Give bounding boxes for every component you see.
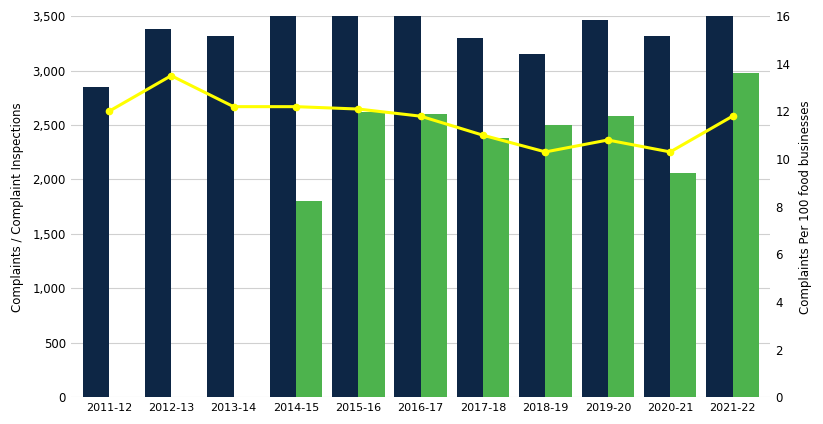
Y-axis label: Complaints / Complaint Inspections: Complaints / Complaint Inspections <box>12 102 24 312</box>
Bar <box>82 87 109 397</box>
Bar <box>207 36 234 397</box>
Y-axis label: Complaints Per 100 food businesses: Complaints Per 100 food businesses <box>799 100 811 313</box>
Bar <box>457 38 483 397</box>
Bar <box>270 16 296 397</box>
Bar <box>608 116 634 397</box>
Bar <box>519 54 546 397</box>
Bar <box>358 112 384 397</box>
Bar <box>732 73 759 397</box>
Bar <box>546 125 572 397</box>
Bar <box>644 36 670 397</box>
Bar <box>582 20 608 397</box>
Bar <box>670 173 696 397</box>
Bar <box>421 114 447 397</box>
Bar <box>332 16 358 397</box>
Bar <box>483 138 509 397</box>
Bar <box>394 16 421 397</box>
Bar <box>706 16 732 397</box>
Bar <box>296 201 322 397</box>
Bar <box>145 29 171 397</box>
